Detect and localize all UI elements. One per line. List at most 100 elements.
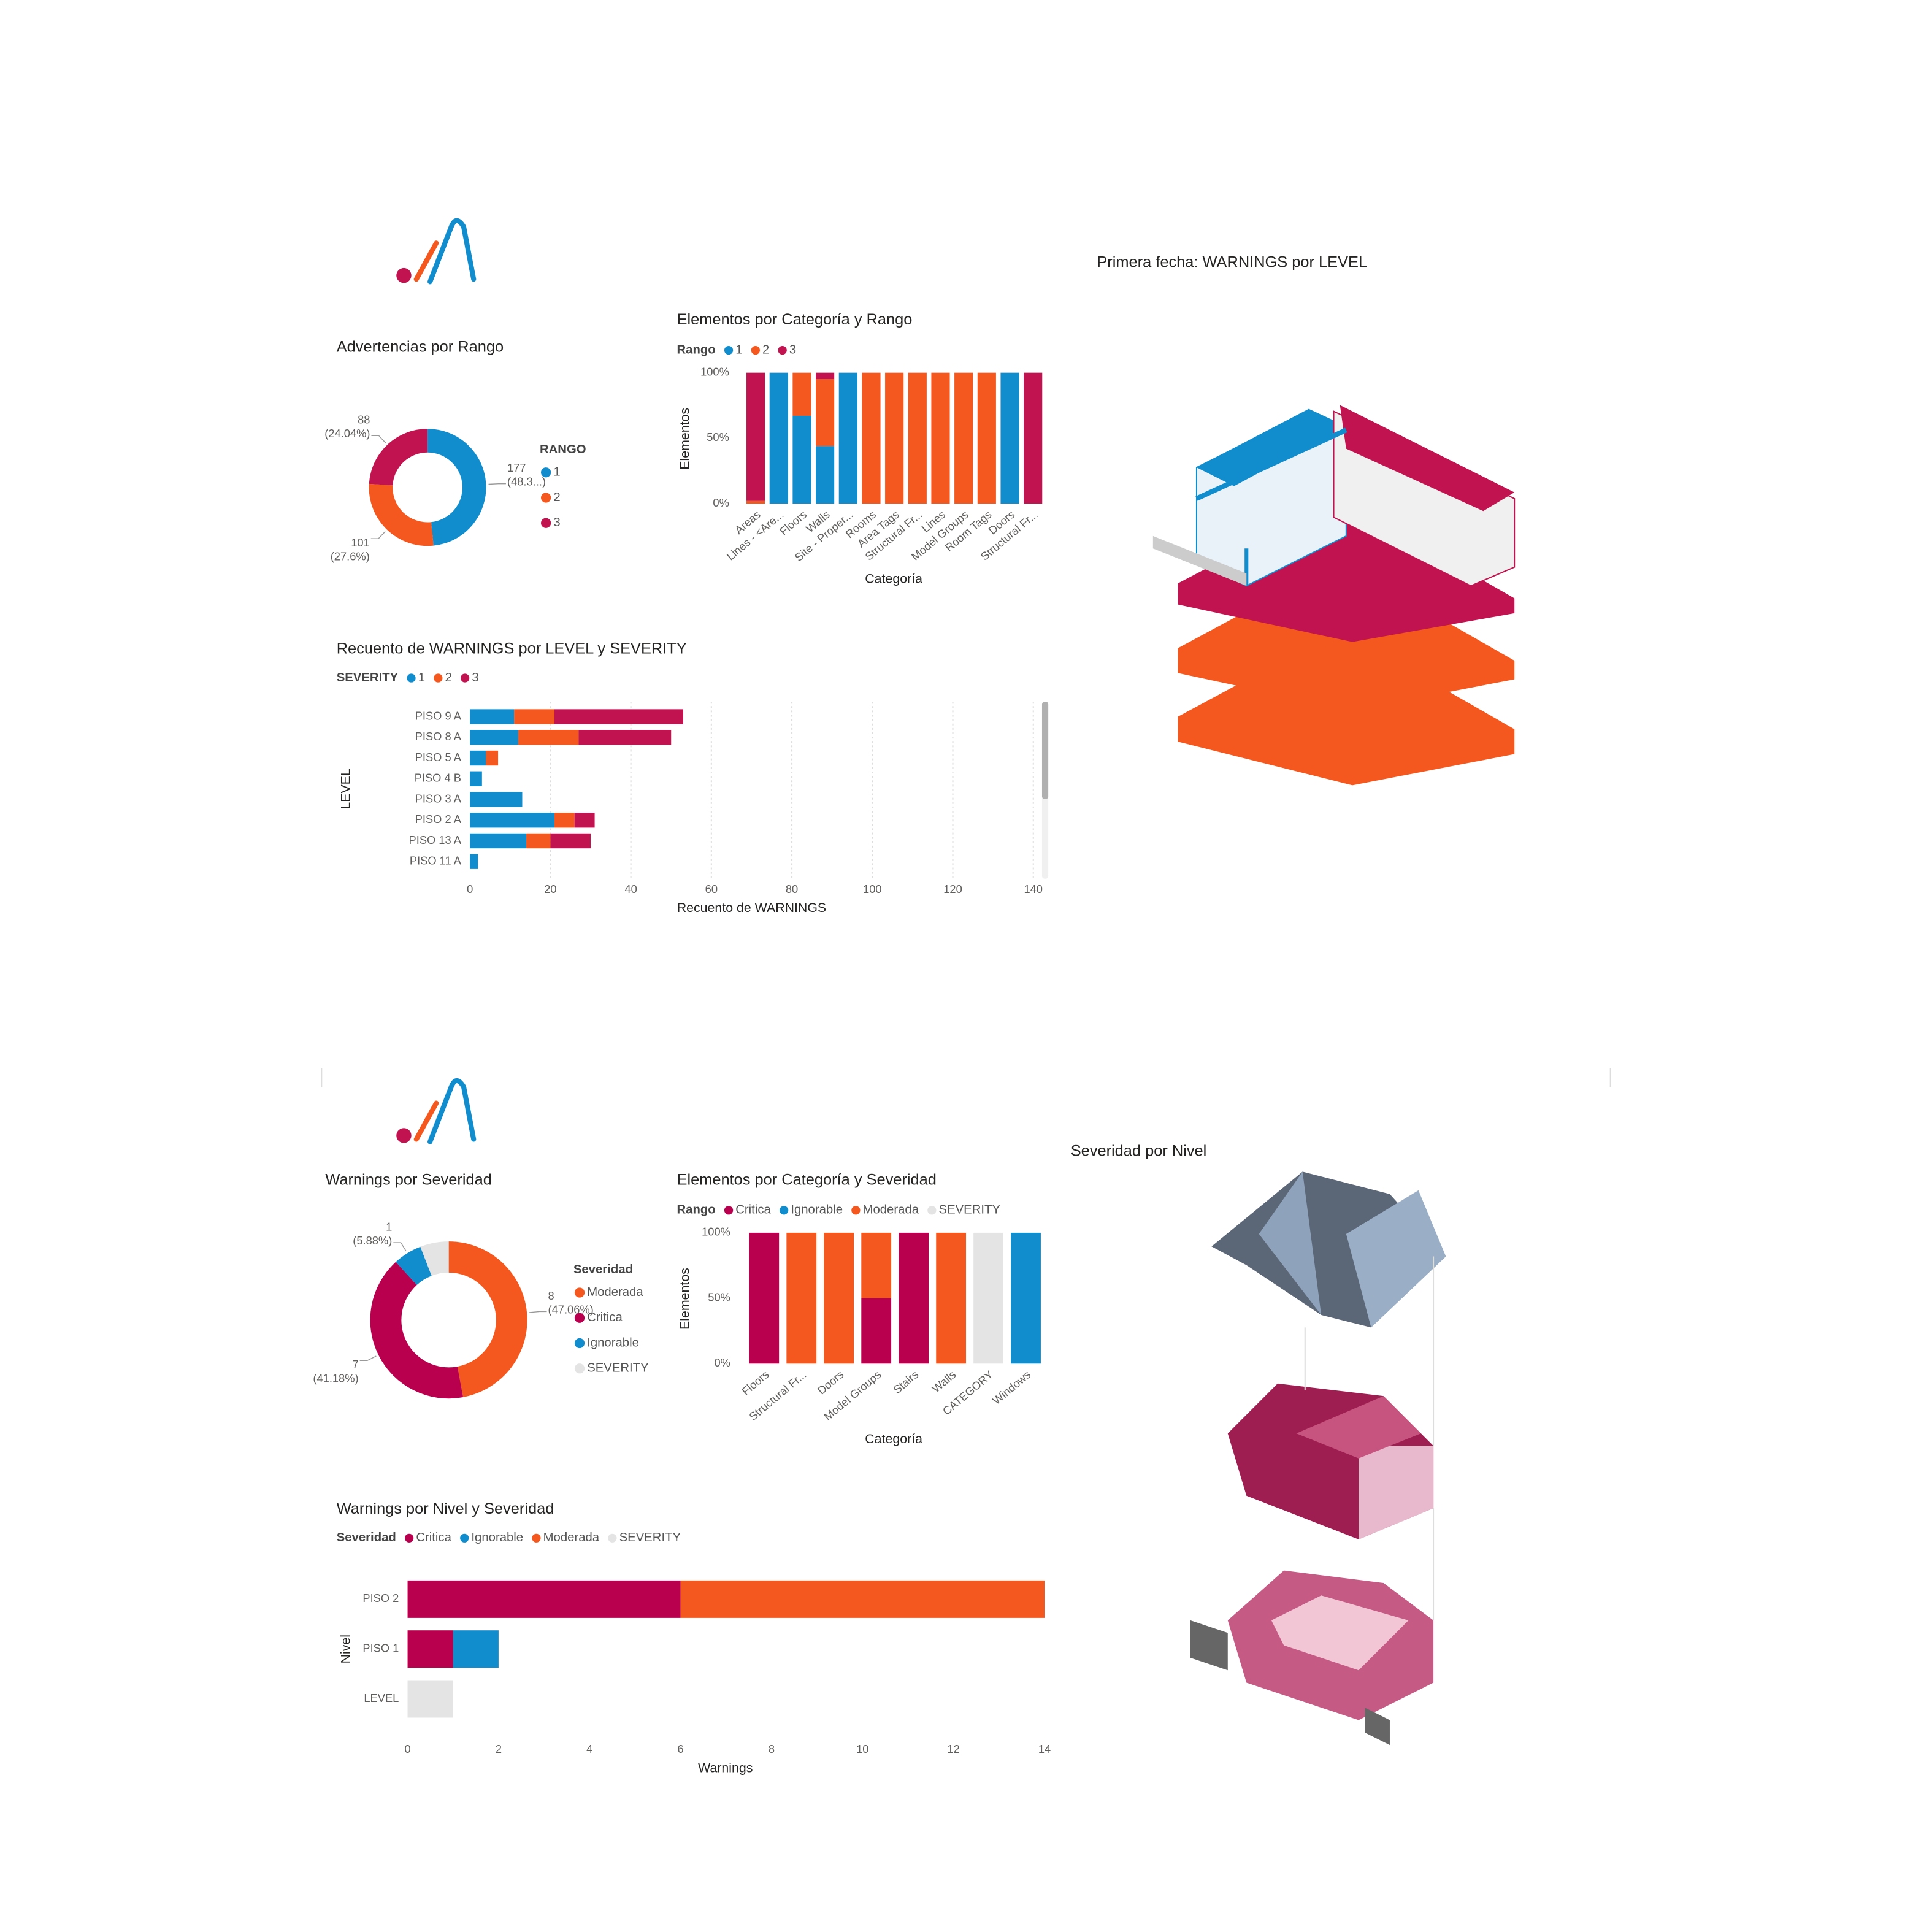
bar-segment bbox=[954, 372, 973, 504]
y-axis-label: Nivel bbox=[339, 1635, 353, 1663]
legend-label: 2 bbox=[762, 343, 769, 356]
bar-segment bbox=[407, 1630, 453, 1668]
bar-segment bbox=[574, 813, 595, 828]
bar-segment bbox=[816, 372, 835, 380]
bar-segment bbox=[526, 833, 551, 849]
legend-label: Critica bbox=[587, 1311, 623, 1324]
donut-slice bbox=[420, 1241, 449, 1276]
y-tick-label: PISO 9 A bbox=[415, 709, 462, 722]
data-label-percent: (27.6%) bbox=[331, 550, 370, 563]
bar-segment bbox=[470, 709, 515, 724]
data-label: 88 bbox=[358, 413, 370, 426]
y-tick-label: 0% bbox=[714, 1356, 730, 1369]
bar-segment bbox=[838, 372, 857, 504]
bar-segment bbox=[746, 500, 765, 504]
x-tick-label: 2 bbox=[496, 1742, 502, 1755]
legend-label: 1 bbox=[735, 343, 742, 356]
legend-label: Ignorable bbox=[791, 1203, 843, 1217]
bar-segment bbox=[862, 372, 881, 504]
leader-line bbox=[393, 1242, 407, 1252]
y-tick-label: 100% bbox=[700, 365, 729, 378]
x-tick-label: Floors bbox=[739, 1368, 771, 1398]
donut-slice bbox=[448, 1241, 527, 1398]
leader-line bbox=[371, 435, 386, 443]
bar-segment bbox=[550, 833, 591, 849]
x-tick-label: 40 bbox=[624, 883, 637, 895]
bar-segment bbox=[407, 1680, 453, 1718]
x-tick-label: Windows bbox=[990, 1368, 1033, 1407]
x-tick-label: 6 bbox=[678, 1742, 684, 1755]
legend-marker bbox=[927, 1206, 937, 1215]
y-tick-label: PISO 2 bbox=[362, 1592, 399, 1604]
x-tick-label: Stairs bbox=[891, 1368, 921, 1396]
scrollbar[interactable] bbox=[1041, 702, 1049, 879]
bar-segment bbox=[407, 1580, 681, 1618]
x-tick-label: 0 bbox=[467, 883, 473, 895]
legend-title: Severidad bbox=[337, 1531, 396, 1544]
legend-title: Rango bbox=[677, 1203, 716, 1217]
x-tick-label: 60 bbox=[705, 883, 718, 895]
legend-marker bbox=[541, 518, 551, 528]
legend-marker bbox=[405, 1533, 414, 1543]
legend-marker bbox=[574, 1313, 585, 1323]
bar-segment bbox=[977, 372, 996, 504]
bar-segment bbox=[554, 813, 575, 828]
data-label: 8 bbox=[548, 1289, 554, 1302]
data-label: 7 bbox=[352, 1358, 358, 1371]
x-tick-label: Doors bbox=[815, 1368, 846, 1397]
legend-label: SEVERITY bbox=[587, 1362, 649, 1375]
x-axis-label: Recuento de WARNINGS bbox=[677, 900, 826, 915]
legend-label: Moderada bbox=[587, 1286, 643, 1299]
legend-label: Moderada bbox=[863, 1203, 919, 1217]
legend-marker bbox=[851, 1206, 861, 1215]
legend-title: Severidad bbox=[573, 1263, 633, 1276]
donut-slice bbox=[370, 1262, 464, 1399]
bar-segment bbox=[861, 1298, 892, 1364]
legend-marker bbox=[778, 345, 787, 355]
data-label: 1 bbox=[386, 1220, 392, 1233]
legend-label: Critica bbox=[416, 1531, 451, 1544]
legend-label: Ignorable bbox=[587, 1336, 639, 1349]
bar-segment bbox=[824, 1232, 854, 1364]
donut-slice bbox=[369, 483, 434, 546]
bar-segment bbox=[899, 1232, 929, 1364]
data-label-percent: (24.04%) bbox=[324, 427, 370, 440]
bar-segment bbox=[470, 813, 554, 828]
y-tick-label: PISO 4 B bbox=[415, 772, 461, 784]
legend-marker bbox=[460, 1533, 469, 1543]
data-label: 101 bbox=[351, 536, 370, 549]
image-title: Primera fecha: WARNINGS por LEVEL bbox=[1097, 254, 1367, 271]
y-tick-label: PISO 2 A bbox=[415, 813, 462, 826]
x-tick-label: 20 bbox=[544, 883, 556, 895]
donut-slice bbox=[396, 1246, 432, 1286]
x-axis-label: Categoría bbox=[865, 1432, 922, 1446]
bar-segment bbox=[816, 379, 835, 447]
bar-segment bbox=[908, 372, 927, 504]
data-label-percent: (41.18%) bbox=[313, 1372, 358, 1385]
donut-slice bbox=[369, 429, 428, 486]
building-model bbox=[1152, 405, 1516, 786]
y-tick-label: PISO 13 A bbox=[409, 834, 462, 846]
logo-top bbox=[396, 218, 477, 285]
legend-label: 1 bbox=[418, 671, 425, 684]
legend-marker bbox=[574, 1287, 585, 1298]
legend-label: 2 bbox=[445, 671, 452, 684]
legend-marker bbox=[724, 1206, 734, 1215]
legend-marker bbox=[574, 1363, 585, 1374]
x-tick-label: 8 bbox=[769, 1742, 775, 1755]
chart-title: Warnings por Nivel y Severidad bbox=[337, 1500, 554, 1517]
legend-title: RANGO bbox=[540, 443, 586, 456]
legend-label: 3 bbox=[553, 516, 560, 529]
legend-label: 3 bbox=[472, 671, 478, 684]
y-tick-label: PISO 8 A bbox=[415, 730, 462, 743]
bar-segment bbox=[470, 833, 527, 849]
bar-segment bbox=[746, 372, 765, 501]
leader-line bbox=[370, 531, 386, 539]
data-label-percent: (5.88%) bbox=[353, 1234, 392, 1247]
chart-title: Elementos por Categoría y Rango bbox=[677, 311, 913, 328]
legend-label: 3 bbox=[789, 343, 796, 356]
bar-segment bbox=[470, 750, 486, 766]
bar-segment bbox=[554, 709, 683, 724]
y-tick-label: 0% bbox=[713, 496, 729, 509]
